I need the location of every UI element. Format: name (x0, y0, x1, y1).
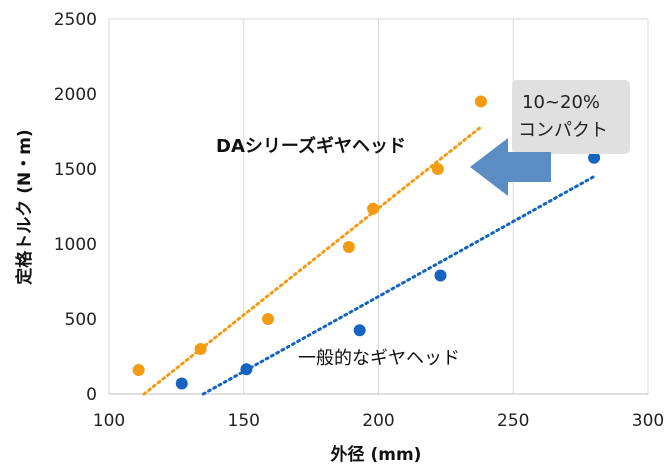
x-axis-title: 外径 (mm) (331, 444, 422, 465)
callout-box (512, 80, 630, 154)
point-series-0-0 (132, 364, 145, 376)
data-points (132, 95, 601, 390)
point-series-1-3 (434, 269, 447, 282)
x-tick-250: 250 (497, 411, 529, 431)
series-label-da: DAシリーズギヤヘッド (216, 135, 406, 157)
point-series-1-1 (240, 363, 253, 376)
series-label-general: 一般的なギヤヘッド (298, 348, 460, 369)
y-tick-labels: 0 500 1000 1500 2000 2500 (54, 10, 97, 405)
x-tick-labels: 100 150 200 250 300 (93, 411, 664, 431)
point-series-1-0 (175, 377, 188, 390)
point-series-1-2 (353, 324, 366, 337)
point-series-0-1 (194, 343, 207, 355)
left-arrow-icon (470, 138, 551, 196)
point-series-0-5 (431, 163, 444, 175)
y-tick-0: 0 (86, 385, 97, 405)
y-tick-2500: 2500 (54, 10, 97, 30)
x-tick-300: 300 (632, 411, 664, 431)
y-tick-2000: 2000 (54, 85, 97, 105)
point-series-0-2 (262, 313, 275, 325)
x-tick-150: 150 (228, 411, 260, 431)
point-series-1-4 (588, 151, 601, 164)
grid (108, 18, 649, 395)
y-tick-500: 500 (65, 310, 97, 330)
point-series-0-4 (367, 202, 380, 215)
callout-line-2: コンパクト (518, 120, 608, 141)
trendline-series-1 (201, 175, 596, 396)
point-series-0-3 (342, 241, 355, 253)
x-tick-200: 200 (362, 411, 394, 431)
x-tick-100: 100 (93, 411, 125, 431)
point-series-0-6 (474, 95, 487, 108)
y-tick-1500: 1500 (54, 160, 97, 180)
y-axis-title: 定格トルク (N・m) (14, 129, 35, 284)
callout-line-1: 10~20% (522, 92, 600, 113)
y-tick-1000: 1000 (54, 235, 97, 255)
